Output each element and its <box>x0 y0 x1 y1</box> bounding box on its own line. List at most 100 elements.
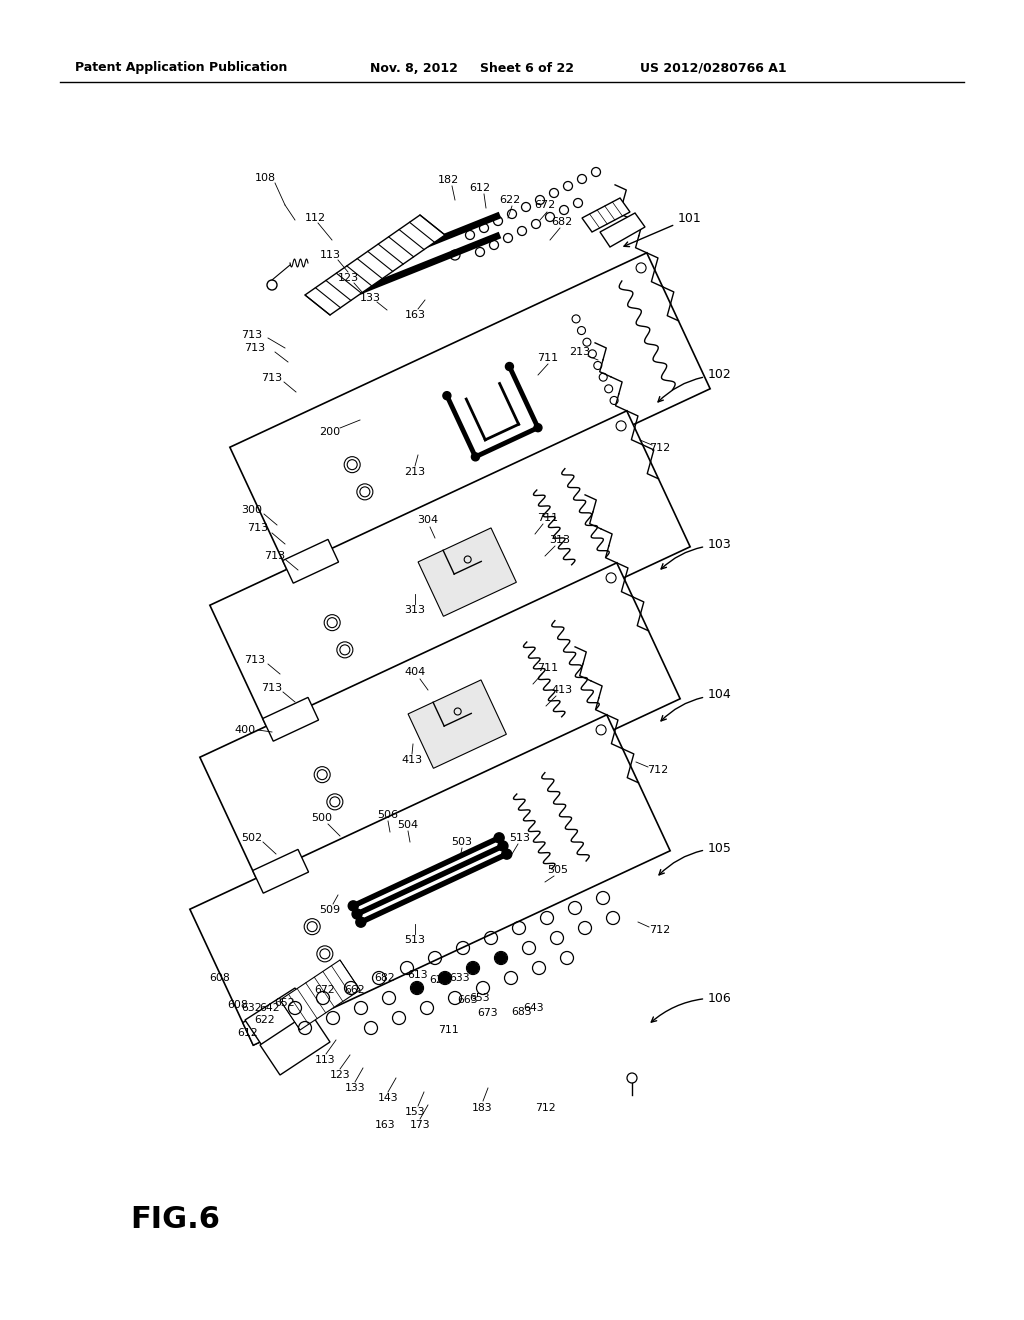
Circle shape <box>496 953 507 964</box>
Text: 182: 182 <box>437 176 459 185</box>
Text: 711: 711 <box>538 663 558 673</box>
Text: 313: 313 <box>550 535 570 545</box>
Text: 623: 623 <box>430 975 451 985</box>
Text: 113: 113 <box>314 1055 335 1065</box>
Text: Nov. 8, 2012: Nov. 8, 2012 <box>370 62 458 74</box>
Text: 102: 102 <box>658 368 732 401</box>
Text: 632: 632 <box>242 1003 262 1012</box>
Text: 106: 106 <box>651 991 732 1022</box>
Text: 506: 506 <box>378 810 398 820</box>
Text: 101: 101 <box>624 211 701 247</box>
Text: 300: 300 <box>242 506 262 515</box>
Text: 123: 123 <box>330 1071 350 1080</box>
Text: Patent Application Publication: Patent Application Publication <box>75 62 288 74</box>
Polygon shape <box>283 540 339 583</box>
Polygon shape <box>582 198 630 232</box>
Polygon shape <box>189 715 670 1045</box>
Text: 712: 712 <box>535 1104 555 1113</box>
Text: 633: 633 <box>450 973 470 983</box>
Polygon shape <box>245 987 315 1049</box>
Text: 505: 505 <box>548 865 568 875</box>
Text: 712: 712 <box>647 766 669 775</box>
Circle shape <box>443 392 451 400</box>
Text: 653: 653 <box>470 993 490 1003</box>
Text: Sheet 6 of 22: Sheet 6 of 22 <box>480 62 574 74</box>
Polygon shape <box>305 215 445 315</box>
Circle shape <box>506 363 513 371</box>
Text: 500: 500 <box>311 813 333 822</box>
Text: 682: 682 <box>551 216 572 227</box>
Text: 652: 652 <box>274 998 295 1008</box>
Text: 509: 509 <box>319 906 341 915</box>
Text: 713: 713 <box>261 682 283 693</box>
Text: 713: 713 <box>245 655 265 665</box>
Text: 153: 153 <box>404 1107 425 1117</box>
Text: US 2012/0280766 A1: US 2012/0280766 A1 <box>640 62 786 74</box>
Text: 133: 133 <box>345 1082 366 1093</box>
Text: FIG.6: FIG.6 <box>130 1205 220 1234</box>
Polygon shape <box>418 528 516 616</box>
Text: 504: 504 <box>397 820 419 830</box>
Text: 304: 304 <box>418 515 438 525</box>
Text: 713: 713 <box>242 330 262 341</box>
Text: 682: 682 <box>375 973 395 983</box>
Polygon shape <box>229 253 711 583</box>
Text: 673: 673 <box>477 1008 499 1018</box>
Text: 613: 613 <box>408 970 428 979</box>
Text: 713: 713 <box>264 550 286 561</box>
Text: 413: 413 <box>401 755 423 766</box>
Text: 711: 711 <box>437 1026 459 1035</box>
Text: 711: 711 <box>538 513 558 523</box>
Text: 112: 112 <box>304 213 326 223</box>
Text: 672: 672 <box>314 985 335 995</box>
Circle shape <box>439 973 451 983</box>
Text: 513: 513 <box>510 833 530 843</box>
Text: 608: 608 <box>210 973 230 983</box>
Circle shape <box>534 424 542 432</box>
Text: 200: 200 <box>319 426 341 437</box>
Text: 672: 672 <box>535 201 556 210</box>
Text: 612: 612 <box>238 1028 258 1038</box>
Text: 713: 713 <box>261 374 283 383</box>
Text: 663: 663 <box>458 995 478 1005</box>
Text: 713: 713 <box>248 523 268 533</box>
Text: 712: 712 <box>649 925 671 935</box>
Text: 143: 143 <box>378 1093 398 1104</box>
Text: 213: 213 <box>404 467 426 477</box>
Text: 173: 173 <box>410 1119 430 1130</box>
Circle shape <box>348 900 358 911</box>
Text: 213: 213 <box>569 347 591 356</box>
Polygon shape <box>253 849 308 894</box>
Text: 622: 622 <box>255 1015 275 1026</box>
Text: 103: 103 <box>662 539 732 569</box>
Text: 683: 683 <box>512 1007 532 1016</box>
Text: 513: 513 <box>404 935 426 945</box>
Text: 400: 400 <box>234 725 256 735</box>
Text: 313: 313 <box>404 605 426 615</box>
Text: 413: 413 <box>552 685 572 696</box>
Polygon shape <box>280 960 360 1030</box>
Text: 123: 123 <box>338 273 358 282</box>
Polygon shape <box>243 1002 299 1045</box>
Polygon shape <box>263 697 318 741</box>
Text: 503: 503 <box>452 837 472 847</box>
Circle shape <box>352 909 362 919</box>
Polygon shape <box>210 411 690 741</box>
Text: 404: 404 <box>404 667 426 677</box>
Text: 163: 163 <box>404 310 426 319</box>
Text: 502: 502 <box>242 833 262 843</box>
Polygon shape <box>408 680 507 768</box>
Text: 712: 712 <box>649 444 671 453</box>
Text: 711: 711 <box>538 352 558 363</box>
Circle shape <box>468 962 478 974</box>
Polygon shape <box>600 213 645 247</box>
Circle shape <box>412 982 423 994</box>
Text: 642: 642 <box>260 1003 281 1012</box>
Circle shape <box>495 833 504 843</box>
Text: 608: 608 <box>227 1001 249 1010</box>
Text: 713: 713 <box>245 343 265 352</box>
Text: 163: 163 <box>375 1119 395 1130</box>
Text: 104: 104 <box>662 689 732 721</box>
Text: 612: 612 <box>469 183 490 193</box>
Text: 643: 643 <box>523 1003 545 1012</box>
